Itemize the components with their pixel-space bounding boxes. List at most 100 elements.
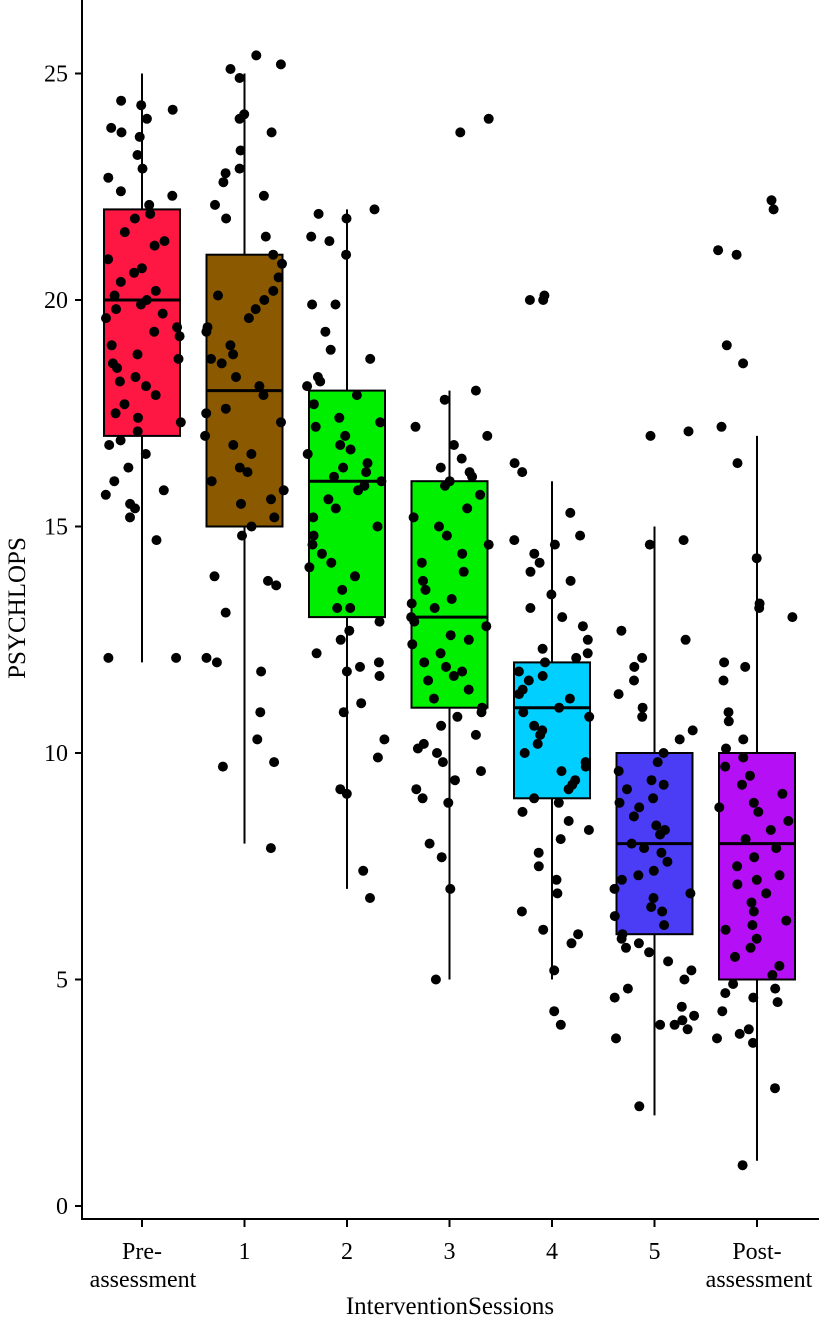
data-point [613,689,624,700]
data-point [325,344,336,355]
data-point [751,553,762,564]
data-point [659,920,670,931]
data-point [639,843,650,854]
data-point [407,639,418,650]
x-tick-label-line: assessment [90,1267,197,1293]
data-point [304,562,315,573]
data-point [324,236,335,247]
data-point [115,435,126,446]
data-point [216,358,227,369]
data-point [685,888,696,899]
data-point [533,847,544,858]
data-point [134,131,145,142]
data-point [463,634,474,645]
data-point [748,1037,758,1048]
data-point [428,693,439,704]
data-point [335,634,346,645]
data-point [761,888,772,899]
data-point [633,870,644,881]
data-point [308,530,319,541]
data-point [770,983,781,994]
data-point [686,965,697,976]
data-point [341,249,352,260]
x-tick-label: 3 [444,1239,456,1265]
data-point [678,535,689,546]
data-point [745,942,756,953]
data-point [637,702,648,713]
data-point [767,970,778,980]
data-point [525,603,536,613]
data-point [743,1024,754,1035]
data-point [740,661,751,672]
data-point [720,761,731,772]
data-point [234,163,245,174]
data-point [132,349,143,360]
data-point [446,594,457,604]
data-point [774,960,785,971]
data-point [475,489,486,500]
data-point [416,557,427,568]
data-point [136,263,147,274]
y-tick-label: 20 [44,288,68,314]
data-point [470,385,481,396]
data-point [483,113,494,124]
data-point [448,440,459,450]
data-point [713,245,724,256]
data-point [663,956,674,967]
data-point [114,376,125,387]
data-point [481,621,492,632]
data-point [554,702,565,713]
data-point [201,652,212,663]
data-point [271,580,282,591]
data-point [369,204,380,215]
data-point [452,711,463,722]
x-axis-ticks: Pre-assessment 1 2 3 4 5 Post-assessment [90,1219,813,1293]
data-point [456,453,467,464]
data-point [218,177,229,188]
data-point [732,458,743,469]
data-point [683,426,694,437]
data-point [379,734,390,745]
data-point [268,285,279,296]
data-point [633,938,644,949]
y-axis-ticks: 0 5 10 15 20 25 [44,62,82,1220]
data-point [734,1028,745,1039]
data-point [210,199,220,210]
x-tick-label: 2 [341,1239,353,1265]
data-point [748,906,759,917]
data-point [423,675,434,686]
data-point [616,625,627,636]
data-point [100,489,111,500]
data-point [335,440,346,450]
data-point [644,947,655,958]
data-point [334,412,345,423]
data-point [341,788,352,799]
data-point [777,788,788,799]
data-point [745,770,755,781]
data-point [258,190,269,201]
data-point [738,358,749,369]
data-point [657,906,668,917]
data-point [109,476,120,487]
data-point [130,503,140,514]
data-point [332,603,343,613]
data-point [125,512,135,523]
data-point [679,974,690,985]
data-point [326,557,337,568]
data-point [430,974,441,985]
data-point [716,421,727,432]
data-point [563,816,574,826]
data-point [412,743,423,754]
data-point [110,408,121,419]
data-point [206,476,217,487]
data-point [546,589,557,600]
data-point [717,1006,728,1017]
data-point [614,797,625,808]
data-point [529,548,540,559]
x-tick-label: Post-assessment [706,1239,813,1293]
data-point [252,734,263,745]
data-point [372,521,383,532]
data-point [220,168,231,179]
x-tick-label: 4 [546,1239,558,1265]
